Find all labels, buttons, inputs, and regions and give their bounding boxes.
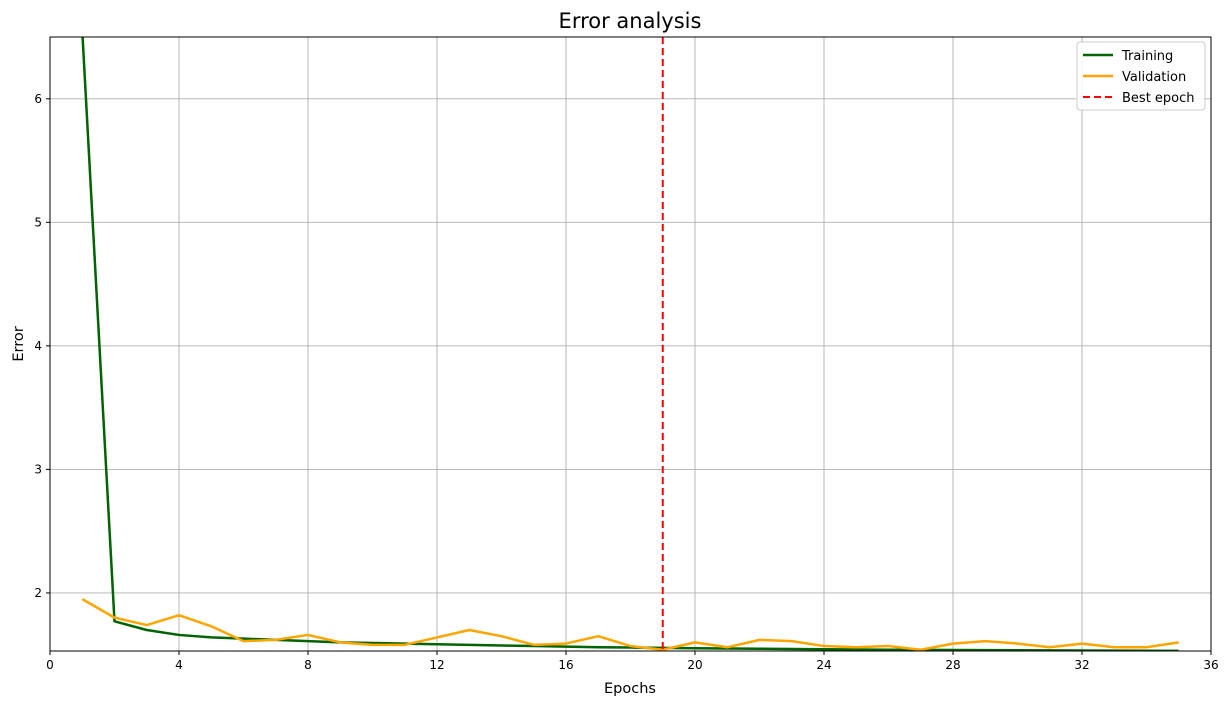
y-axis-label: Error bbox=[11, 326, 27, 361]
chart-title: Error analysis bbox=[559, 9, 702, 33]
legend: Training Validation Best epoch bbox=[1076, 41, 1206, 111]
axis-ticks: 0 4 8 12 16 20 24 28 32 36 2 3 4 5 6 bbox=[34, 92, 1218, 672]
x-axis-label: Epochs bbox=[604, 681, 656, 697]
x-tick-label: 8 bbox=[304, 658, 312, 672]
grid bbox=[50, 37, 1211, 651]
x-tick-label: 16 bbox=[558, 658, 573, 672]
y-tick-label: 5 bbox=[34, 215, 42, 229]
legend-label: Training bbox=[1121, 49, 1173, 64]
legend-label: Validation bbox=[1122, 70, 1186, 85]
y-tick-label: 6 bbox=[34, 92, 42, 106]
y-tick-label: 4 bbox=[34, 339, 42, 353]
x-tick-label: 32 bbox=[1074, 658, 1089, 672]
x-tick-label: 12 bbox=[429, 658, 444, 672]
x-tick-label: 36 bbox=[1203, 658, 1218, 672]
y-tick-label: 2 bbox=[34, 586, 42, 600]
plot-lines bbox=[81, 37, 1179, 651]
x-tick-label: 4 bbox=[175, 658, 183, 672]
y-tick-label: 3 bbox=[34, 462, 42, 476]
legend-label: Best epoch bbox=[1122, 91, 1195, 106]
x-tick-label: 20 bbox=[687, 658, 702, 672]
legend-box bbox=[1076, 41, 1206, 111]
x-tick-label: 28 bbox=[945, 658, 960, 672]
plot-frame bbox=[49, 36, 1212, 652]
x-tick-label: 24 bbox=[816, 658, 831, 672]
series-line-validation bbox=[81, 598, 1179, 651]
series-line-training bbox=[81, 37, 1179, 651]
x-tick-label: 0 bbox=[46, 658, 54, 672]
